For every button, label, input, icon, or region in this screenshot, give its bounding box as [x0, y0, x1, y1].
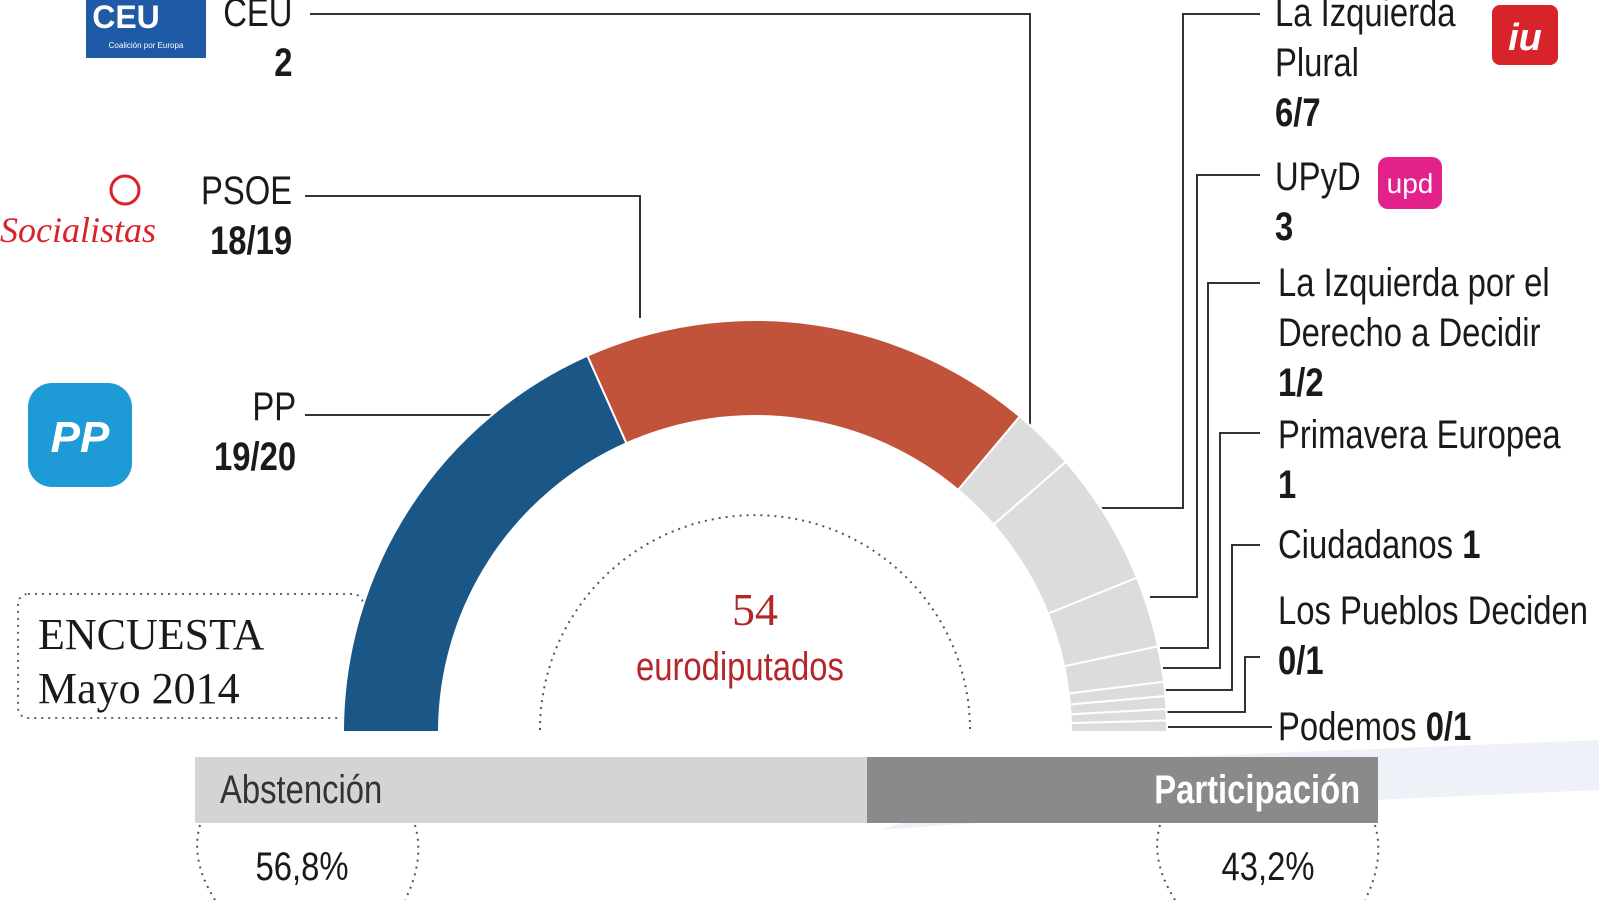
dotted [196, 824, 216, 900]
party-label: UPyD 3 [1275, 152, 1361, 252]
hemicycle-segment [341, 354, 628, 733]
dotted [1364, 824, 1380, 900]
party-seats: 0/1 [1425, 705, 1472, 749]
party-name: Primavera Europea [1278, 413, 1561, 457]
center-dotted-arc [539, 514, 971, 731]
ceu-logo [86, 0, 206, 58]
seat-total: 54 [732, 584, 778, 635]
turnout-value: 56,8% [255, 845, 349, 889]
party-seats: 0/1 [1278, 639, 1324, 683]
party-seats: 6/7 [1275, 91, 1321, 135]
hemicycle [341, 319, 1169, 733]
upyd-logo [1378, 157, 1442, 209]
party-seats: 18/19 [209, 219, 292, 263]
turnout-segment [866, 757, 1378, 823]
logo-text: PP [51, 413, 110, 462]
party-label: La Izquierda por el Derecho a Decidir 1/2 [1278, 258, 1590, 408]
party-name: Ciudadanos [1278, 523, 1454, 567]
party-name: La Izquierda Plural [1275, 0, 1456, 85]
iu-logo [1492, 5, 1558, 65]
turnout-bar [195, 757, 1378, 823]
hemicycle-segment [586, 319, 1022, 492]
party-name: UPyD [1275, 155, 1361, 199]
turnout-label: Abstención [220, 768, 383, 812]
party-label: CEU 2 [223, 0, 292, 88]
party-label: Ciudadanos 1 [1278, 520, 1480, 570]
party-seats: 2 [273, 41, 292, 85]
party-label: Los Pueblos Deciden 0/1 [1278, 586, 1590, 686]
party-name: CEU [222, 0, 292, 35]
party-label: PP 19/20 [214, 382, 296, 482]
psoe-rose [109, 174, 141, 206]
party-label: PSOE 18/19 [201, 166, 292, 266]
pp-logo [28, 383, 132, 487]
party-seats: 3 [1275, 205, 1294, 249]
logo-text: CEU [92, 0, 160, 35]
dotted [1156, 824, 1176, 900]
party-label: La Izquierda Plural 6/7 [1275, 0, 1488, 138]
leader-lines [305, 13, 1272, 728]
turnout-segment [195, 757, 867, 823]
party-seats: 1 [1462, 523, 1481, 567]
party-seats: 1/2 [1278, 361, 1324, 405]
party-name: La Izquierda por el Derecho a Decidir [1278, 261, 1550, 355]
logo-text: Coalición por Europa [109, 41, 184, 50]
party-name: PP [252, 385, 296, 429]
logo-text: upd [1387, 168, 1434, 199]
turnout-label: Participación [1154, 768, 1360, 812]
survey-title: ENCUESTA [38, 610, 265, 659]
party-name: Podemos [1278, 705, 1417, 749]
dotted [404, 824, 420, 900]
party-name: PSOE [200, 169, 292, 213]
hemicycle-segment [1069, 719, 1169, 733]
survey-date: Mayo 2014 [38, 664, 240, 713]
party-label: Podemos 0/1 [1278, 702, 1471, 752]
seat-total-label: eurodiputados [636, 645, 844, 689]
logo-text: iu [1508, 17, 1542, 59]
party-seats: 1 [1278, 463, 1297, 507]
party-seats: 19/20 [213, 435, 296, 479]
logo-text: Socialistas [0, 210, 156, 250]
party-label: Primavera Europea 1 [1278, 410, 1561, 510]
party-name: Los Pueblos Deciden [1278, 589, 1588, 633]
turnout-value: 43,2% [1221, 845, 1315, 889]
